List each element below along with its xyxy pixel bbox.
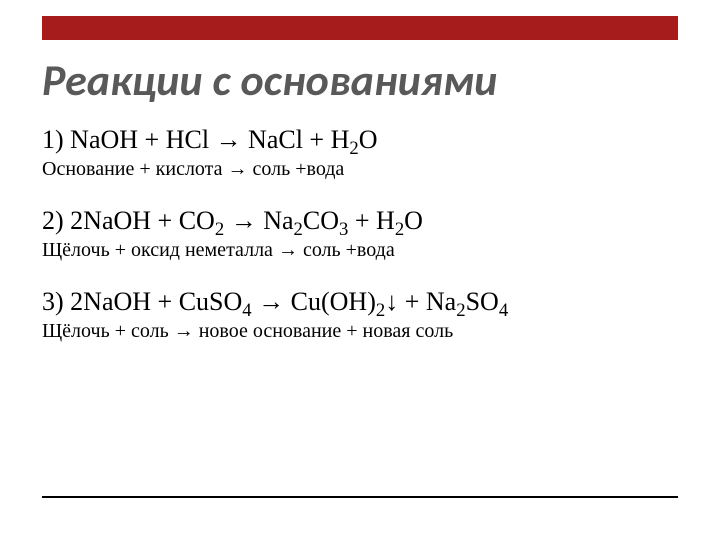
reaction-equation: 2) 2NaOH + CO2 → Na2CO3 + H2O [42,203,678,238]
accent-bar [42,16,678,40]
bottom-divider [42,496,678,498]
page-title: Реакции с основаниями [42,56,497,104]
reaction-equation: 1) NaOH + HCl → NaCl + H2O [42,122,678,157]
reaction-number: 2) [42,206,64,235]
reaction-number: 1) [42,125,64,154]
reaction-formula: NaOH + HCl → NaCl + H2O [70,125,377,154]
reactions-list: 1) NaOH + HCl → NaCl + H2O Основание + к… [42,122,678,365]
reaction-formula: 2NaOH + CO2 → Na2CO3 + H2O [70,206,423,235]
reaction-description: Основание + кислота → соль +вода [42,157,678,181]
reaction-description: Щёлочь + оксид неметалла → соль +вода [42,238,678,262]
reaction-equation: 3) 2NaOH + CuSO4 → Cu(OH)2↓ + Na2SO4 [42,284,678,319]
reaction-formula: 2NaOH + CuSO4 → Cu(OH)2↓ + Na2SO4 [70,287,508,316]
reaction-description: Щёлочь + соль → новое основание + новая … [42,319,678,343]
reaction-number: 3) [42,287,64,316]
